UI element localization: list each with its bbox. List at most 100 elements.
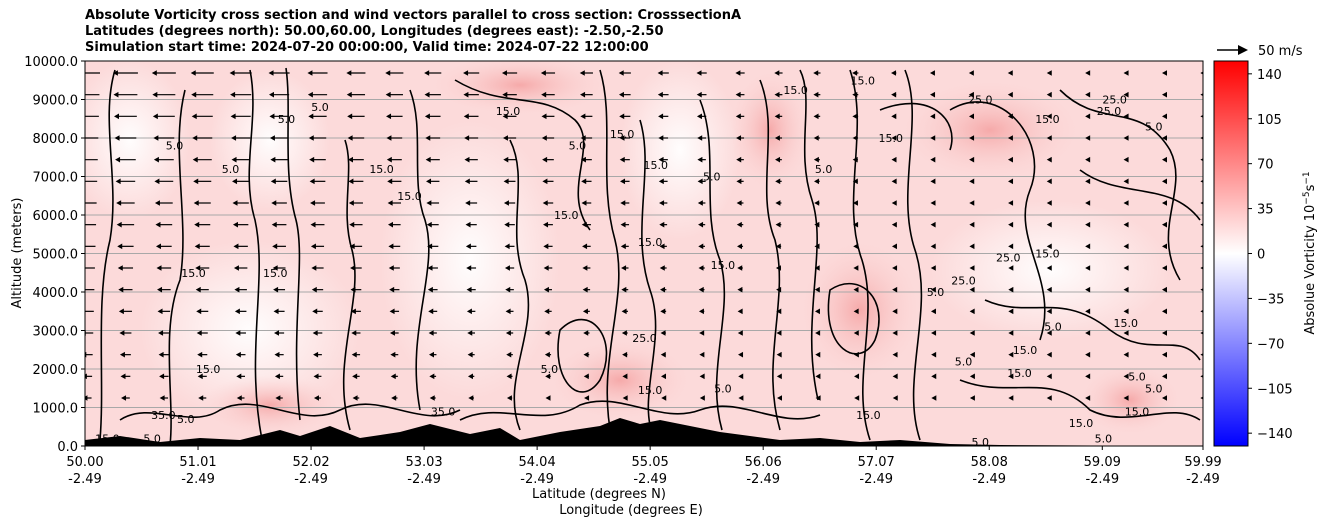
wind-vector <box>1161 286 1167 293</box>
x-axis-label-lat: Latitude (degrees N) <box>532 487 666 502</box>
colorbar-tick-label: 105 <box>1257 113 1282 128</box>
wind-vector <box>231 135 251 141</box>
wind-vector <box>930 221 936 228</box>
wind-vector <box>1161 178 1167 185</box>
wind-vector <box>269 113 289 120</box>
y-tick-label: 9000.0 <box>33 94 79 109</box>
wind-vector <box>349 221 363 228</box>
wind-vector <box>193 178 212 185</box>
wind-vector <box>1085 308 1091 315</box>
wind-vector <box>155 243 172 250</box>
contour-line <box>959 379 1201 421</box>
contour-label: 15.0 <box>1035 248 1060 261</box>
wind-vector <box>1008 178 1014 185</box>
contour-label: 5.0 <box>1145 382 1163 395</box>
wind-vector <box>464 135 479 141</box>
wind-vector <box>969 395 975 401</box>
wind-vector <box>425 135 441 141</box>
wind-vector <box>346 91 366 98</box>
wind-vector <box>112 70 138 76</box>
wind-vector <box>1085 243 1091 250</box>
colorbar-tick-label: −105 <box>1257 382 1293 397</box>
wind-vector <box>85 159 98 161</box>
wind-vector <box>931 373 937 380</box>
wind-vector <box>891 91 897 98</box>
wind-vector <box>1123 200 1129 206</box>
wind-vector <box>505 330 514 336</box>
wind-vector <box>275 395 283 401</box>
wind-vector <box>348 156 364 163</box>
wind-vector <box>892 351 898 358</box>
wind-vector <box>274 373 284 380</box>
wind-vector <box>813 135 821 141</box>
wind-vector <box>1161 221 1167 228</box>
contour-label: 15.0 <box>644 159 669 172</box>
wind-vector <box>622 351 628 358</box>
wind-vector <box>620 178 630 185</box>
wind-vector <box>272 265 286 271</box>
wind-vector <box>272 243 286 250</box>
contour-label: 15.0 <box>1013 344 1038 357</box>
wind-vector <box>1008 265 1014 271</box>
wind-vector <box>504 221 515 228</box>
x-tick-label-lon: -2.49 <box>633 472 667 487</box>
wind-vector <box>892 395 898 401</box>
wind-vector <box>194 243 210 250</box>
wind-vector <box>1085 221 1091 228</box>
wind-vector <box>696 70 707 76</box>
wind-vector <box>657 70 669 76</box>
wind-vector <box>504 243 515 250</box>
wind-vector <box>1123 135 1129 141</box>
wind-vector <box>1085 91 1091 98</box>
wind-vector <box>156 265 172 271</box>
wind-vector <box>1007 70 1013 76</box>
wind-vector <box>618 70 631 76</box>
wind-vector <box>268 91 290 98</box>
colorbar-tick-label: 0 <box>1257 248 1265 263</box>
wind-vector <box>1085 286 1091 293</box>
wind-vector <box>389 286 400 293</box>
wind-vector <box>1085 200 1091 206</box>
wind-vector <box>271 221 287 228</box>
wind-vector <box>157 286 171 293</box>
colorbar-tick-label: 70 <box>1257 158 1274 173</box>
wind-vector <box>969 178 975 185</box>
terrain-silhouette <box>85 418 1203 446</box>
wind-vector <box>776 330 782 336</box>
field-strong-region <box>200 375 340 435</box>
wind-vector <box>1161 243 1167 250</box>
wind-vector <box>696 91 707 98</box>
wind-vector <box>544 308 552 315</box>
wind-vector <box>853 351 859 358</box>
wind-vector <box>1046 178 1052 185</box>
wind-vector <box>621 265 629 271</box>
wind-vector <box>193 200 211 206</box>
contour-line <box>799 69 819 401</box>
wind-vector <box>775 178 782 185</box>
contour-line <box>459 400 821 421</box>
wind-vector <box>427 286 438 293</box>
contour-label: 15.0 <box>397 190 422 203</box>
contour-line <box>827 282 880 355</box>
wind-vector <box>119 351 131 358</box>
colorbar-ticks: 140 105 70 35 0 −35 −70 −105 −140 <box>1248 68 1293 442</box>
wind-vector <box>311 265 324 271</box>
x-tick-label-lon: -2.49 <box>972 472 1006 487</box>
contour-label: 15.0 <box>1114 317 1139 330</box>
wind-vector <box>313 373 322 380</box>
x-tick-label-lon: -2.49 <box>1085 472 1119 487</box>
contour-line <box>168 89 186 446</box>
contour-line <box>904 69 923 441</box>
wind-vector <box>620 200 630 206</box>
wind-vector <box>1008 330 1014 336</box>
wind-vector <box>350 286 362 293</box>
wind-vector <box>891 200 897 206</box>
wind-vector <box>1123 91 1129 98</box>
wind-vector <box>775 156 782 163</box>
field-light-region <box>620 61 740 240</box>
wind-vector <box>390 351 399 358</box>
contour-label: 15.0 <box>554 209 579 222</box>
contour-label: 15.0 <box>879 132 904 145</box>
wind-vector <box>465 221 477 228</box>
wind-vector <box>1161 330 1167 336</box>
